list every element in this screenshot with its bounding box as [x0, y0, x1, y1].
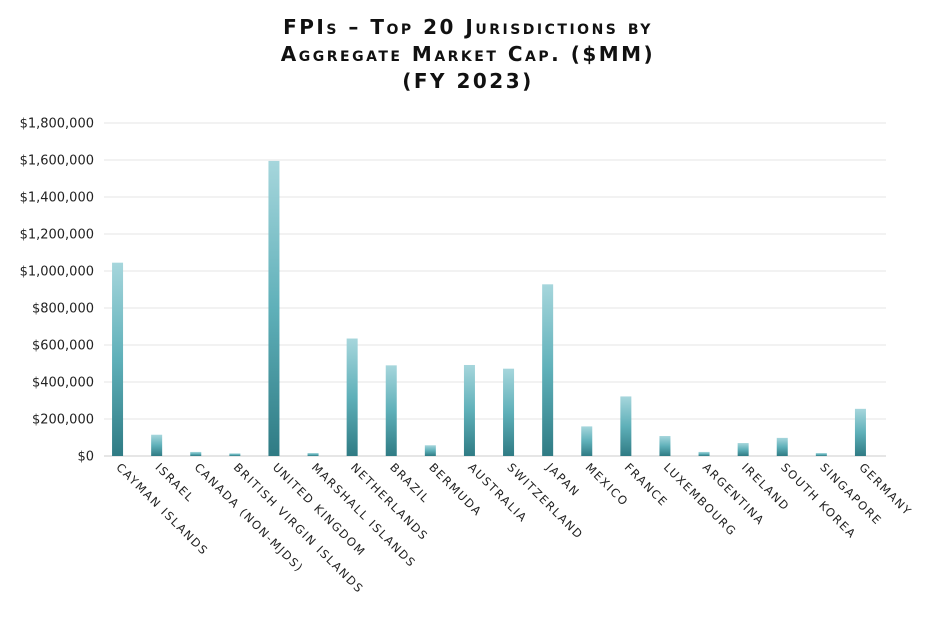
y-tick-label: $1,200,000: [20, 228, 94, 243]
bar: [229, 453, 241, 456]
bar: [698, 451, 710, 456]
y-tick-label: $800,000: [32, 302, 94, 317]
gridlines: [104, 122, 886, 457]
bar: [854, 408, 866, 456]
y-tick-label: $400,000: [32, 376, 94, 391]
bars: [112, 160, 866, 457]
chart-title-line-1: FPIs – Top 20 Jurisdictions by: [283, 15, 653, 39]
bar: [776, 437, 788, 456]
bar: [815, 453, 827, 456]
bar: [542, 284, 554, 456]
y-tick-label: $200,000: [32, 413, 94, 428]
bar: [659, 436, 671, 456]
y-axis: $0 $200,000 $400,000 $600,000 $800,000 $1,000…: [20, 117, 94, 465]
bar: [424, 445, 436, 456]
y-tick-label: $0: [77, 450, 94, 465]
bar: [112, 262, 124, 456]
y-tick-label: $1,000,000: [20, 265, 94, 280]
bar: [307, 453, 319, 456]
bar: [737, 443, 749, 456]
y-tick-label: $1,800,000: [20, 117, 94, 132]
y-tick-label: $600,000: [32, 339, 94, 354]
chart-title: FPIs – Top 20 Jurisdictions by Aggregate…: [0, 14, 936, 95]
chart-title-line-3: (FY 2023): [402, 69, 534, 93]
bar: [620, 396, 632, 456]
bar: [190, 451, 202, 456]
bar: [268, 160, 280, 457]
x-tick-label: LUXEMBOURG: [661, 460, 740, 539]
bar: [151, 434, 163, 456]
y-tick-label: $1,600,000: [20, 154, 94, 169]
bar: [581, 426, 593, 456]
y-tick-label: $1,400,000: [20, 191, 94, 206]
bar: [503, 368, 515, 456]
chart-title-line-2: Aggregate Market Cap. ($MM): [280, 42, 656, 66]
bar: [385, 365, 397, 456]
bar: [463, 364, 475, 456]
bar: [346, 338, 358, 456]
